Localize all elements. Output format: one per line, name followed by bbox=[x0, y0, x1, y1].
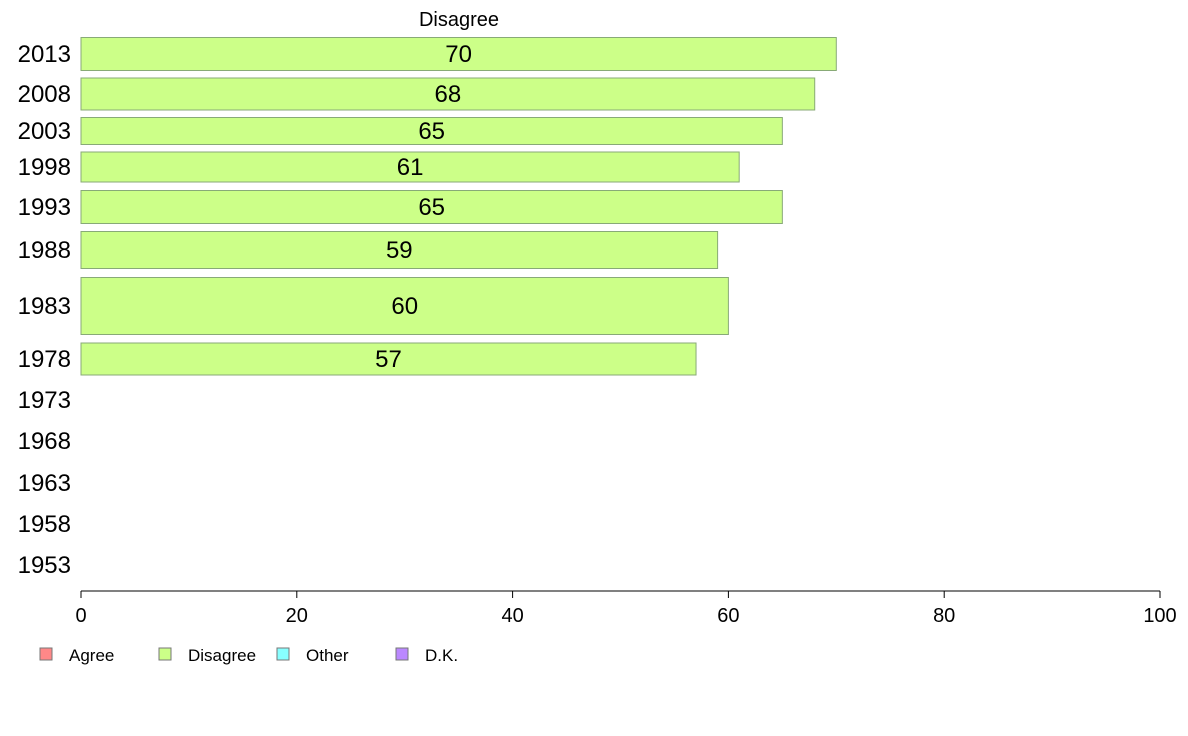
bar bbox=[80, 37, 837, 71]
category-label: 1983 bbox=[18, 293, 71, 320]
bar bbox=[80, 77, 816, 111]
bar bbox=[80, 277, 729, 335]
bar-value-label: 68 bbox=[435, 81, 462, 108]
x-tick-label: 0 bbox=[75, 605, 86, 627]
x-axis: 0 20 40 60 80 100 bbox=[75, 590, 1177, 627]
category-label: 1963 bbox=[18, 470, 71, 497]
bar-value-label: 65 bbox=[418, 118, 445, 145]
legend: Agree Disagree Other D.K. bbox=[39, 646, 458, 665]
legend-swatch bbox=[39, 647, 53, 661]
category-label: 1968 bbox=[18, 428, 71, 455]
legend-swatch bbox=[276, 647, 290, 661]
bar bbox=[80, 117, 783, 145]
category-label: 1958 bbox=[18, 511, 71, 538]
legend-label: Disagree bbox=[188, 646, 256, 665]
bar-value-label: 59 bbox=[386, 237, 413, 264]
legend-swatch bbox=[395, 647, 409, 661]
category-label: 2013 bbox=[18, 41, 71, 68]
x-tick-label: 60 bbox=[717, 605, 739, 627]
category-label: 1953 bbox=[18, 552, 71, 579]
bar-value-label: 70 bbox=[445, 41, 472, 68]
bar bbox=[80, 190, 783, 224]
category-label: 1978 bbox=[18, 346, 71, 373]
x-tick-label: 100 bbox=[1143, 605, 1176, 627]
legend-label: Other bbox=[306, 646, 349, 665]
category-label: 1973 bbox=[18, 387, 71, 414]
category-label: 2008 bbox=[18, 81, 71, 108]
legend-swatch bbox=[158, 647, 172, 661]
bar-value-label: 57 bbox=[375, 346, 402, 373]
bar bbox=[80, 231, 719, 269]
x-tick-label: 40 bbox=[501, 605, 523, 627]
bar-value-label: 61 bbox=[397, 154, 424, 181]
category-labels: 2013 2008 2003 1998 1993 1988 1983 1978 1973 1968… bbox=[18, 41, 71, 579]
bar bbox=[80, 151, 740, 183]
x-tick-label: 20 bbox=[286, 605, 308, 627]
category-label: 2003 bbox=[18, 118, 71, 145]
legend-label: Agree bbox=[69, 646, 114, 665]
category-label: 1998 bbox=[18, 154, 71, 181]
legend-label: D.K. bbox=[425, 646, 458, 665]
chart-title: Disagree bbox=[419, 9, 499, 31]
bar bbox=[80, 342, 697, 376]
bar-value-label: 60 bbox=[391, 293, 418, 320]
category-label: 1988 bbox=[18, 237, 71, 264]
bar-value-label: 65 bbox=[418, 194, 445, 221]
x-tick-label: 80 bbox=[933, 605, 955, 627]
category-label: 1993 bbox=[18, 194, 71, 221]
